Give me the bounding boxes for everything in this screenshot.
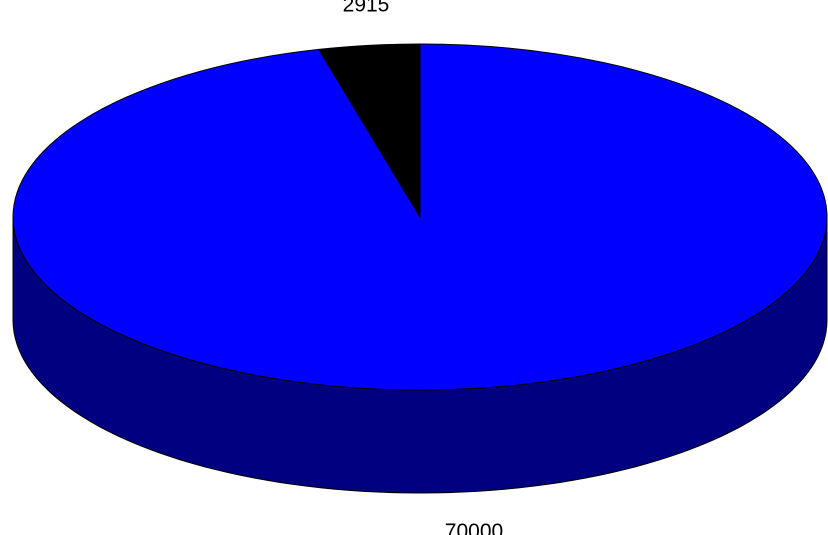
data-label-70000: 70000 [445, 520, 503, 535]
pie-labels: 70000 2915 [343, 0, 504, 535]
data-label-2915: 2915 [343, 0, 390, 17]
pie-slice-2915 [318, 43, 421, 219]
pie-tops [12, 43, 828, 391]
